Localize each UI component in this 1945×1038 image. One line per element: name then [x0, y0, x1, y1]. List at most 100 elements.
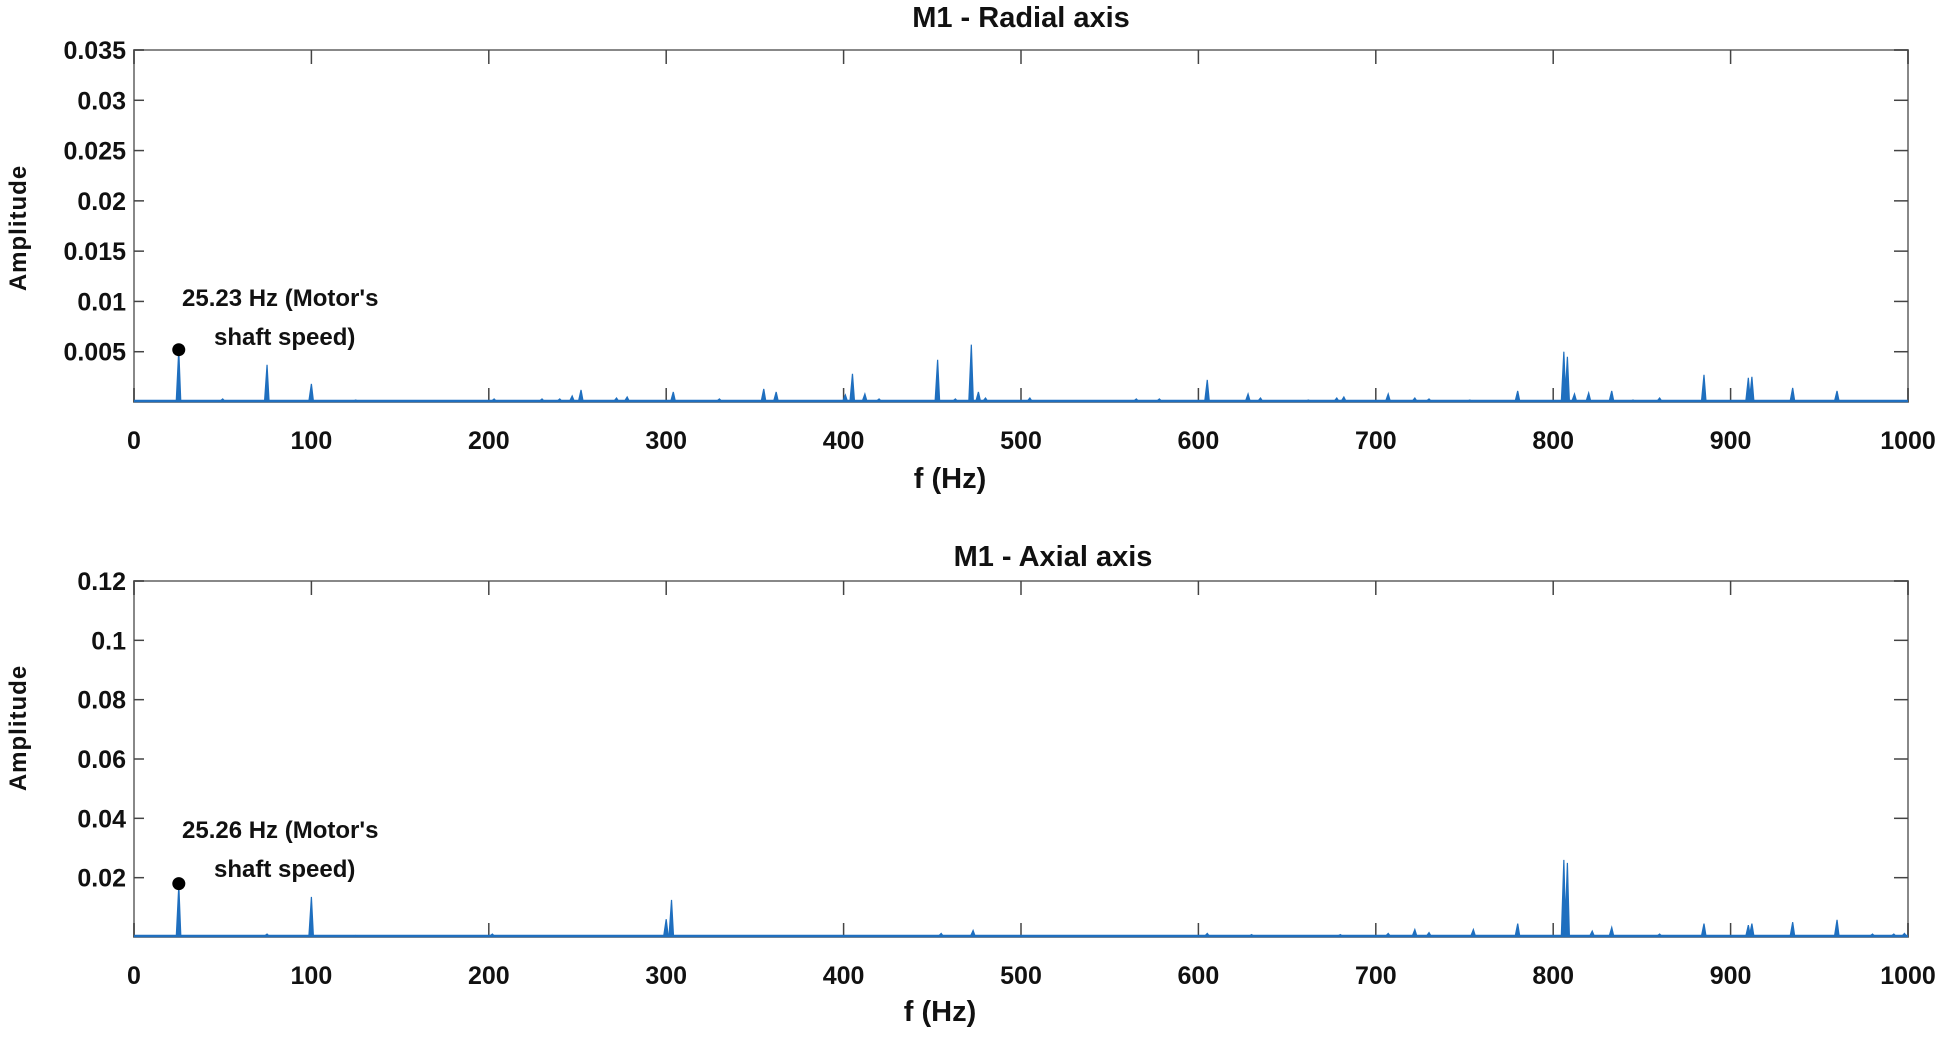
- x-tick-label: 700: [1355, 427, 1397, 455]
- spectrum-peak: [976, 392, 981, 401]
- spectrum-peak: [1565, 357, 1570, 401]
- spectrum-peak: [1427, 399, 1432, 401]
- spectrum-peak: [579, 390, 584, 401]
- x-tick-label: 800: [1532, 427, 1574, 455]
- spectrum-peak: [540, 399, 545, 401]
- spectrum-peak: [1515, 924, 1520, 936]
- annotation-line1: 25.26 Hz (Motor's: [182, 817, 378, 844]
- y-tick-label: 0.015: [63, 238, 126, 266]
- spectrum-peak: [1412, 398, 1417, 401]
- x-tick-label: 200: [468, 962, 510, 990]
- x-tick-label: 200: [468, 427, 510, 455]
- spectrum-peak: [309, 384, 314, 401]
- x-tick-label: 400: [823, 427, 865, 455]
- spectrum-peak: [1749, 924, 1754, 936]
- spectrum-peak: [1341, 397, 1346, 401]
- radial-axis-plot: M1 - Radial axis f (Hz) Amplitude 25.23 …: [5, 2, 1936, 495]
- annotation-line2: shaft speed): [214, 856, 355, 883]
- x-tick-label: 700: [1355, 962, 1397, 990]
- chart-title: M1 - Axial axis: [954, 541, 1153, 573]
- annotation-line2: shaft speed): [214, 324, 355, 351]
- spectrum-peak: [1246, 394, 1251, 401]
- annotation-line1: 25.23 Hz (Motor's: [182, 285, 378, 312]
- spectrum-peak: [983, 398, 988, 401]
- spectrum-peak: [717, 399, 722, 401]
- spectrum-peak: [557, 399, 562, 401]
- x-tick-label: 600: [1178, 427, 1220, 455]
- spectrum-peak: [1306, 400, 1311, 401]
- y-tick-label: 0.03: [77, 87, 126, 115]
- spectrum-peak: [939, 933, 944, 936]
- y-tick-label: 0.035: [63, 37, 126, 65]
- axial-axis-plot: M1 - Axial axis f (Hz) Amplitude 25.26 H…: [5, 541, 1936, 1028]
- y-tick-label: 0.06: [77, 746, 126, 774]
- y-axis-label: Amplitude: [5, 165, 32, 291]
- spectrum-peak: [614, 398, 619, 401]
- spectrum-peak: [1835, 391, 1840, 401]
- x-tick-label: 1000: [1880, 962, 1936, 990]
- spectrum-peak: [1565, 863, 1570, 936]
- x-tick-label: 500: [1000, 427, 1042, 455]
- y-tick-label: 0.025: [63, 138, 126, 166]
- y-tick-label: 0.01: [77, 288, 126, 316]
- spectrum-peak: [490, 934, 495, 936]
- spectrum-peak: [1701, 924, 1706, 936]
- x-axis-label: f (Hz): [914, 463, 986, 495]
- spectrum-peak: [353, 400, 358, 401]
- spectrum-peak: [1258, 398, 1263, 401]
- spectrum-peak: [265, 934, 270, 936]
- spectrum-peak: [265, 365, 270, 401]
- x-tick-label: 1000: [1880, 427, 1936, 455]
- spectrum-peak: [935, 360, 940, 401]
- x-tick-label: 0: [127, 427, 141, 455]
- y-tick-label: 0.04: [77, 805, 126, 833]
- spectrum-peak: [669, 900, 674, 936]
- spectrum-peak: [953, 399, 958, 401]
- spectrum-peak: [492, 399, 497, 401]
- y-tick-label: 0.12: [77, 568, 126, 596]
- spectrum-peak: [1157, 399, 1162, 401]
- x-tick-label: 900: [1710, 427, 1752, 455]
- y-tick-label: 0.08: [77, 687, 126, 715]
- spectrum-peak: [664, 919, 669, 936]
- spectrum-peak: [309, 897, 314, 936]
- spectrum-peak: [1427, 933, 1432, 936]
- spectrum-peak: [1790, 922, 1795, 936]
- plot-area: [134, 581, 1908, 937]
- spectrum-peak: [877, 399, 882, 401]
- spectrum-peak: [1467, 400, 1472, 401]
- spectrum-peak: [1835, 920, 1840, 936]
- spectrum-peak: [1205, 933, 1210, 936]
- spectrum-peak: [969, 345, 974, 401]
- spectrum-peak: [1386, 933, 1391, 936]
- spectrum-peak: [1657, 934, 1662, 936]
- spectrum-peak: [1412, 930, 1417, 936]
- spectrum-peak: [1515, 391, 1520, 401]
- y-tick-label: 0.005: [63, 339, 126, 367]
- x-tick-label: 500: [1000, 962, 1042, 990]
- x-axis-label: f (Hz): [904, 996, 976, 1028]
- spectrum-peak: [1902, 933, 1907, 936]
- x-tick-label: 300: [645, 427, 687, 455]
- y-tick-label: 0.02: [77, 865, 126, 893]
- spectrum-peak: [862, 394, 867, 401]
- spectrum-peak: [1870, 934, 1875, 936]
- spectrum-peak: [850, 374, 855, 401]
- spectrum-peak: [971, 930, 976, 936]
- spectrum-peak: [761, 389, 766, 401]
- y-tick-label: 0.1: [91, 627, 126, 655]
- x-tick-label: 100: [291, 962, 333, 990]
- spectrum-peak: [570, 396, 575, 401]
- spectrum-peak: [1205, 380, 1210, 401]
- spectrum-peak: [1609, 928, 1614, 936]
- x-tick-label: 400: [823, 962, 865, 990]
- spectrum-peak: [1471, 930, 1476, 936]
- spectrum-peak: [1631, 400, 1636, 401]
- plot-area: [134, 50, 1908, 402]
- spectrum-peak: [1334, 398, 1339, 401]
- spectrum-peak: [774, 392, 779, 401]
- spectrum-peak: [1386, 394, 1391, 401]
- x-tick-label: 600: [1178, 962, 1220, 990]
- spectrum-peak: [176, 885, 181, 936]
